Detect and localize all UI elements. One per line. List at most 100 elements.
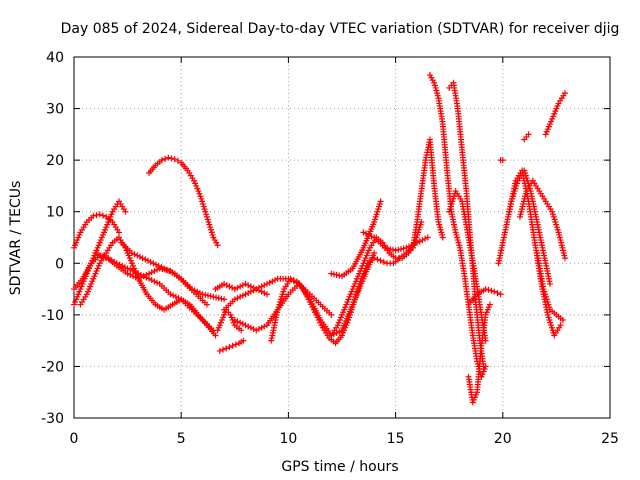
- x-axis-label: GPS time / hours: [281, 459, 398, 475]
- data-point: [212, 332, 219, 339]
- data-point: [328, 311, 335, 318]
- data-point: [363, 230, 370, 237]
- data-point: [151, 278, 158, 285]
- data-point: [381, 244, 388, 251]
- data-point: [119, 262, 126, 269]
- data-point: [403, 244, 410, 251]
- x-tick-label: 15: [387, 431, 405, 447]
- data-point: [166, 268, 173, 275]
- data-point: [218, 295, 225, 302]
- data-point: [371, 255, 378, 262]
- data-point: [165, 154, 172, 161]
- data-point: [148, 277, 155, 284]
- data-point: [269, 278, 276, 285]
- data-point: [377, 257, 384, 264]
- data-point: [360, 229, 367, 236]
- data-point: [214, 242, 221, 249]
- data-point: [172, 293, 179, 300]
- data-point: [253, 327, 260, 334]
- y-tick-label: -30: [41, 411, 64, 427]
- data-point: [90, 212, 97, 219]
- data-point: [491, 288, 498, 295]
- data-point: [234, 284, 241, 291]
- x-tick-label: 20: [494, 431, 512, 447]
- data-point: [221, 296, 228, 303]
- data-point: [220, 346, 227, 353]
- data-point: [154, 266, 161, 273]
- data-point: [229, 342, 236, 349]
- data-point: [174, 157, 181, 164]
- data-point: [258, 324, 265, 331]
- data-point: [261, 323, 268, 330]
- chart-title: Day 085 of 2024, Sidereal Day-to-day VTE…: [61, 21, 620, 37]
- data-point: [229, 284, 236, 291]
- data-point: [237, 319, 244, 326]
- data-point: [239, 292, 246, 299]
- series-arc9: [216, 337, 247, 354]
- data-point: [232, 341, 239, 348]
- data-point: [127, 271, 134, 278]
- data-point: [151, 268, 158, 275]
- x-tick-label: 10: [279, 431, 297, 447]
- data-point: [231, 296, 238, 303]
- data-point: [485, 286, 492, 293]
- series-arc21: [465, 301, 493, 406]
- x-tick-label: 5: [177, 431, 186, 447]
- data-point: [169, 269, 176, 276]
- data-point: [238, 327, 245, 334]
- data-point: [247, 288, 254, 295]
- data-point: [132, 269, 139, 276]
- data-point: [129, 273, 136, 280]
- data-point: [153, 261, 160, 268]
- data-point: [395, 246, 402, 253]
- data-point: [377, 198, 384, 205]
- data-point: [237, 293, 244, 300]
- series-arc1: [71, 211, 123, 251]
- data-point: [561, 90, 568, 97]
- data-point: [175, 295, 182, 302]
- series-arc22: [465, 286, 504, 308]
- data-point: [439, 234, 446, 241]
- data-point: [237, 283, 244, 290]
- data-point: [266, 279, 273, 286]
- data-point: [203, 301, 210, 308]
- data-point: [97, 252, 104, 259]
- data-point: [422, 235, 429, 242]
- data-point: [255, 284, 262, 291]
- series-arc20: [446, 188, 489, 344]
- y-tick-label: 30: [46, 102, 64, 118]
- data-point: [336, 272, 343, 279]
- data-point: [111, 258, 118, 265]
- data-point: [380, 258, 387, 265]
- data-point: [144, 257, 151, 264]
- series-arc15: [328, 198, 384, 280]
- data-point: [99, 212, 106, 219]
- data-point: [124, 270, 131, 277]
- data-point: [250, 287, 257, 294]
- data-point: [263, 280, 270, 287]
- data-point: [392, 247, 399, 254]
- data-point: [128, 249, 135, 256]
- data-point: [202, 291, 209, 298]
- data-point: [116, 261, 123, 268]
- data-point: [488, 287, 495, 294]
- data-point: [419, 237, 426, 244]
- data-point: [210, 293, 217, 300]
- x-tick-label: 0: [70, 431, 79, 447]
- data-point: [374, 256, 381, 263]
- data-point: [161, 265, 168, 272]
- series-arc7: [146, 154, 221, 249]
- data-point: [330, 271, 337, 278]
- data-point: [221, 280, 228, 287]
- data-marks: [71, 72, 568, 406]
- data-point: [108, 257, 115, 264]
- data-point: [494, 289, 501, 296]
- data-point: [124, 265, 131, 272]
- data-point: [561, 255, 568, 262]
- data-point: [213, 294, 220, 301]
- y-tick-label: 10: [46, 205, 64, 221]
- data-point: [170, 292, 177, 299]
- data-point: [216, 347, 223, 354]
- data-point: [134, 252, 141, 259]
